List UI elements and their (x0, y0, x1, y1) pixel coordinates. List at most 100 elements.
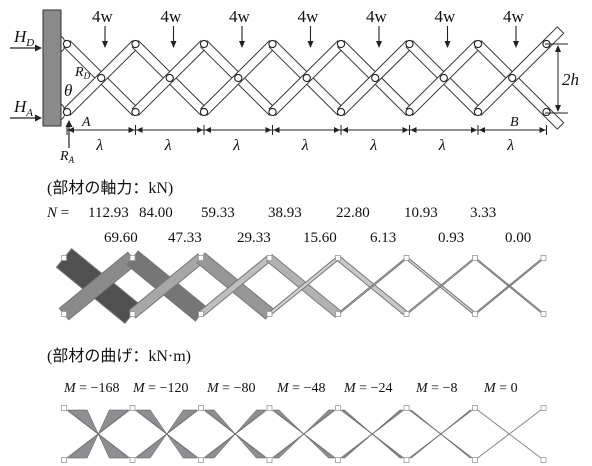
axial-value: 10.93 (404, 205, 438, 221)
span-arrow (471, 127, 477, 133)
axial-value: 0.00 (505, 230, 531, 246)
moment-node (472, 405, 478, 411)
span-arrow (68, 127, 74, 133)
span-arrow (342, 127, 348, 133)
moment-node (266, 457, 273, 463)
moment-fill (303, 433, 335, 459)
moment-node (540, 405, 547, 411)
axial-node (403, 311, 410, 317)
bending-caption: (部材の曲げ：kN·m) (47, 347, 191, 365)
axial-value: 112.93 (88, 205, 129, 221)
axial-force-diagram (55, 248, 547, 324)
moment-fill (372, 433, 404, 459)
moment-fill (303, 409, 335, 435)
load-label: 4w (92, 7, 114, 26)
moment-fill (272, 433, 304, 459)
label-point-b: B (510, 115, 519, 130)
axial-value: 22.80 (336, 205, 370, 221)
axial-node (266, 311, 273, 317)
axial-row1-label: N = (46, 205, 69, 221)
moment-value: M = −8 (415, 381, 457, 396)
moment-member (474, 407, 544, 461)
axial-node (61, 311, 67, 317)
moment-fill (372, 409, 404, 435)
truss-node (473, 107, 483, 117)
truss-node (508, 73, 517, 83)
axial-node (472, 311, 478, 317)
span-arrow (410, 127, 417, 133)
moment-fill (98, 433, 130, 459)
axial-node (129, 311, 136, 317)
moment-fill (67, 433, 99, 459)
truss-node (131, 39, 140, 49)
moment-node (198, 457, 204, 463)
load-arrow-head (307, 41, 314, 48)
moment-fill (409, 409, 441, 435)
reaction-ha-arrow (10, 114, 42, 122)
truss-node (542, 107, 551, 117)
span-label: λ (301, 137, 309, 154)
load-arrow-head (513, 41, 519, 48)
truss-node (336, 107, 346, 117)
label-theta: θ (64, 81, 72, 100)
truss-node (131, 107, 140, 117)
truss-node (199, 39, 209, 49)
label-hd: HD (13, 27, 34, 49)
axial-node (335, 311, 341, 317)
truss-node (199, 107, 209, 117)
moment-node (61, 405, 67, 411)
truss-nodes (62, 39, 551, 117)
label-rd: RD (74, 65, 91, 81)
load-label: 4w (366, 7, 388, 26)
axial-value: 3.33 (470, 205, 496, 221)
truss-node (62, 39, 72, 49)
truss-node (268, 107, 277, 117)
span-arrow (273, 127, 280, 133)
moment-node (472, 457, 478, 463)
axial-node (335, 255, 341, 261)
moment-value: M = −120 (132, 381, 188, 396)
moment-fill (235, 409, 267, 435)
load-arrow-head (170, 41, 177, 48)
axial-node (129, 255, 136, 261)
span-arrow (205, 127, 211, 133)
load-arrow-head (376, 41, 382, 48)
load-arrow-head (102, 41, 108, 48)
label-ha: HA (13, 97, 33, 119)
moment-fill (440, 433, 472, 459)
moment-fill (341, 433, 373, 459)
bending-moment-diagram (61, 405, 547, 463)
axial-value: 69.60 (104, 230, 138, 246)
load-label: 4w (435, 7, 457, 26)
label-ra: RA (59, 149, 75, 165)
load-arrow-head (239, 41, 245, 48)
truss-node (473, 39, 483, 49)
load-label: 4w (161, 7, 183, 26)
truss-node (302, 73, 311, 83)
truss-node (439, 73, 448, 83)
axial-force-labels: N = 112.93 84.00 59.33 38.93 22.80 10.93 3.33 69… (46, 205, 531, 246)
truss-node (234, 73, 243, 83)
moment-node (198, 405, 204, 411)
moment-fill (135, 409, 167, 435)
moment-node (403, 405, 410, 411)
moment-fill (235, 433, 267, 459)
moment-fill (204, 409, 236, 435)
truss-node (336, 39, 346, 49)
axial-node (540, 255, 547, 261)
truss-node (371, 73, 380, 83)
moment-fill (204, 433, 236, 459)
axial-node (266, 255, 273, 261)
axial-node (472, 255, 478, 261)
axial-caption: (部材の軸力：kN) (47, 179, 173, 197)
span-label: λ (506, 137, 514, 154)
axial-value: 0.93 (438, 230, 464, 246)
span-arrow (479, 127, 485, 133)
truss-node (62, 107, 72, 117)
axial-value: 15.60 (303, 230, 337, 246)
moment-node (540, 457, 547, 463)
moment-fill (272, 409, 304, 435)
load-arrows: 4w 4w 4w 4w 4w 4w 4w (92, 7, 525, 48)
axial-node (198, 311, 204, 317)
